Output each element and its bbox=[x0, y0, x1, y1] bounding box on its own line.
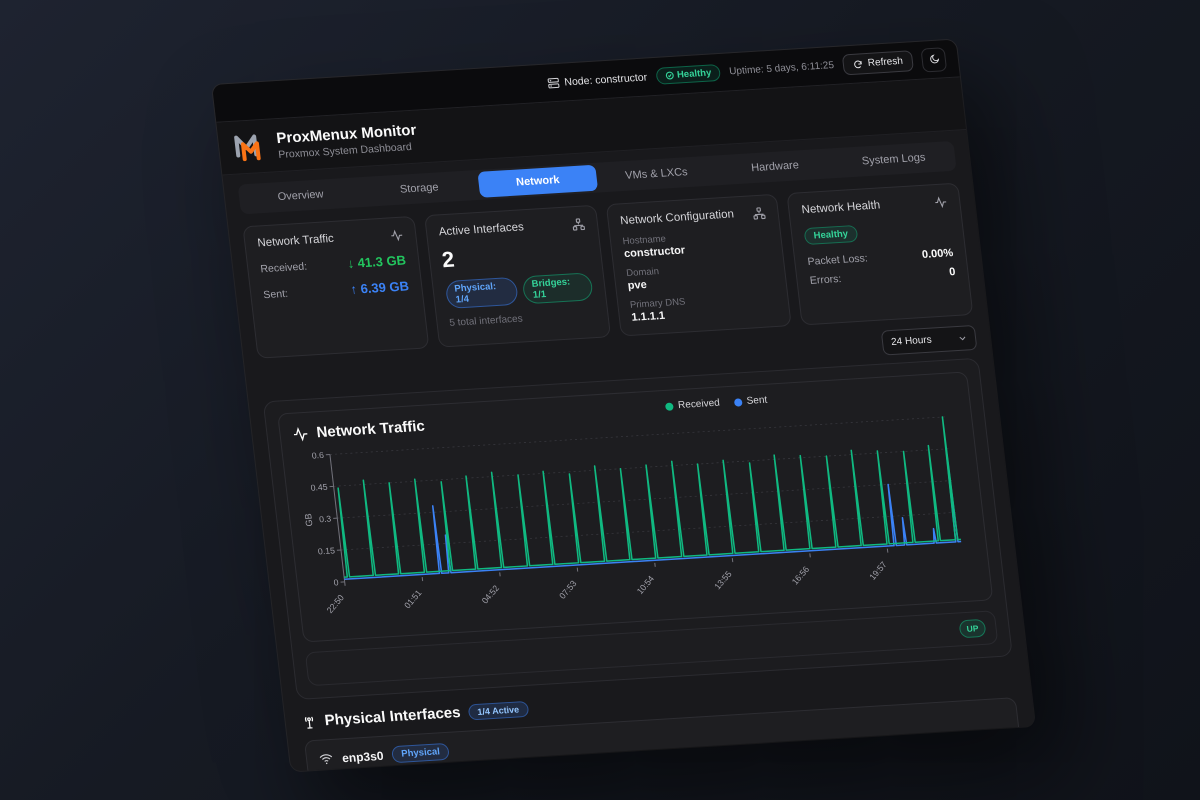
chart-title: Network Traffic bbox=[315, 417, 426, 442]
config-hostname: Hostname constructor bbox=[622, 233, 686, 261]
refresh-icon bbox=[854, 60, 862, 68]
traffic-chart-svg: 0 0.15 0.3 0.45 0.6 GB 22:50 01:51 04:52 07:53 10:… bbox=[303, 416, 962, 616]
svg-text:0.3: 0.3 bbox=[319, 514, 332, 525]
node-label: Node: constructor bbox=[563, 70, 648, 88]
interface-type-badge: Physical bbox=[391, 742, 450, 764]
health-status-badge: Healthy bbox=[803, 224, 858, 246]
app-header: ProxMenux Monitor Proxmox System Dashboa… bbox=[216, 77, 967, 176]
card-traffic-title: Network Traffic bbox=[256, 232, 335, 250]
activity-icon bbox=[293, 426, 308, 442]
refresh-button[interactable]: Refresh bbox=[841, 50, 915, 76]
svg-text:10:54: 10:54 bbox=[635, 574, 657, 597]
proxmenux-logo bbox=[234, 134, 261, 162]
dashboard-window: Node: constructor Healthy Uptime: 5 days… bbox=[212, 39, 1036, 772]
theme-toggle-button[interactable] bbox=[920, 46, 948, 73]
svg-text:0.15: 0.15 bbox=[317, 545, 335, 556]
tab-network[interactable]: Network bbox=[477, 164, 599, 198]
physical-interfaces-section: Physical Interfaces 1/4 Active enp3s0 Ph… bbox=[299, 670, 1022, 772]
tab-storage[interactable]: Storage bbox=[358, 172, 480, 205]
svg-text:0: 0 bbox=[333, 577, 339, 587]
tab-system-logs[interactable]: System Logs bbox=[833, 143, 955, 176]
legend-sent: Sent bbox=[733, 395, 768, 408]
packet-loss-row: Packet Loss: 0.00% bbox=[807, 247, 954, 268]
svg-text:0.45: 0.45 bbox=[310, 482, 328, 493]
config-primary-dns: Primary DNS 1.1.1.1 bbox=[629, 296, 686, 324]
summary-cards: Network Traffic Received: ↓ 41.3 GB Sent… bbox=[242, 182, 974, 359]
app-title-block: ProxMenux Monitor Proxmox System Dashboa… bbox=[275, 121, 418, 160]
interface-count: 2 bbox=[440, 246, 456, 273]
svg-text:16:56: 16:56 bbox=[790, 564, 812, 587]
activity-icon bbox=[935, 196, 947, 209]
wifi-icon bbox=[319, 753, 333, 764]
network-icon bbox=[572, 218, 585, 231]
health-badge: Healthy bbox=[655, 63, 722, 85]
uptime-text: Uptime: 5 days, 6:11:25 bbox=[728, 60, 835, 78]
card-network-health: Network Health Healthy Packet Loss: 0.00… bbox=[786, 182, 974, 326]
svg-text:01:51: 01:51 bbox=[402, 588, 424, 611]
bridges-count-badge: Bridges: 1/1 bbox=[521, 272, 594, 305]
card-network-configuration: Network Configuration Hostname construct… bbox=[605, 193, 792, 337]
top-bar: Node: constructor Healthy Uptime: 5 days… bbox=[212, 39, 960, 123]
svg-text:GB: GB bbox=[303, 513, 315, 527]
server-icon bbox=[547, 77, 560, 88]
svg-text:13:55: 13:55 bbox=[712, 569, 734, 592]
moon-icon bbox=[929, 54, 939, 64]
legend-received-dot bbox=[664, 401, 674, 411]
interface-row-enp3s0[interactable]: enp3s0 Physical bbox=[303, 697, 1021, 772]
node-info: Node: constructor bbox=[547, 71, 648, 89]
tab-vms-lxcs[interactable]: VMs & LXCs bbox=[596, 157, 718, 190]
svg-text:07:53: 07:53 bbox=[557, 578, 579, 601]
main-content: Network Traffic Received: ↓ 41.3 GB Sent… bbox=[227, 172, 1035, 772]
time-range-select[interactable]: 24 Hours bbox=[880, 324, 978, 356]
packet-loss-value: 0.00% bbox=[921, 247, 954, 261]
errors-row: Errors: 0 bbox=[809, 265, 957, 287]
antenna-icon bbox=[304, 716, 314, 729]
card-config-title: Network Configuration bbox=[619, 208, 735, 228]
svg-text:19:57: 19:57 bbox=[867, 559, 889, 582]
tab-hardware[interactable]: Hardware bbox=[714, 150, 836, 183]
card-active-interfaces: Active Interfaces 2 Physical: 1/4 Bridge… bbox=[423, 204, 611, 348]
tab-overview[interactable]: Overview bbox=[240, 179, 362, 212]
svg-text:0.6: 0.6 bbox=[311, 450, 324, 461]
traffic-received-value: ↓ 41.3 GB bbox=[346, 252, 407, 272]
card-network-traffic: Network Traffic Received: ↓ 41.3 GB Sent… bbox=[242, 215, 430, 359]
physical-count-badge: Physical: 1/4 bbox=[444, 276, 519, 310]
card-health-title: Network Health bbox=[801, 199, 881, 217]
check-circle-icon bbox=[665, 71, 674, 80]
traffic-sent-value: ↑ 6.39 GB bbox=[349, 278, 410, 297]
bridge-up-badge: UP bbox=[958, 618, 987, 639]
activity-icon bbox=[391, 229, 402, 242]
traffic-section: Network Traffic Received Sent 0 0.15 0.3 0.… bbox=[262, 357, 1013, 700]
errors-value: 0 bbox=[948, 265, 957, 279]
physical-interfaces-title: Physical Interfaces bbox=[323, 704, 462, 730]
traffic-received-row: Received: ↓ 41.3 GB bbox=[259, 252, 407, 275]
card-interfaces-title: Active Interfaces bbox=[438, 221, 525, 239]
interface-name: enp3s0 bbox=[341, 748, 385, 765]
traffic-chart-card: Network Traffic Received Sent 0 0.15 0.3 0.… bbox=[277, 371, 994, 643]
traffic-sent-row: Sent: ↑ 6.39 GB bbox=[262, 278, 410, 301]
config-domain: Domain pve bbox=[625, 266, 660, 292]
physical-active-badge: 1/4 Active bbox=[467, 700, 529, 720]
total-interfaces-text: 5 total interfaces bbox=[448, 313, 524, 329]
network-icon bbox=[753, 207, 766, 220]
legend-sent-dot bbox=[733, 397, 743, 407]
svg-text:04:52: 04:52 bbox=[480, 583, 502, 606]
chevron-down-icon bbox=[959, 336, 966, 341]
svg-text:22:50: 22:50 bbox=[324, 593, 346, 616]
